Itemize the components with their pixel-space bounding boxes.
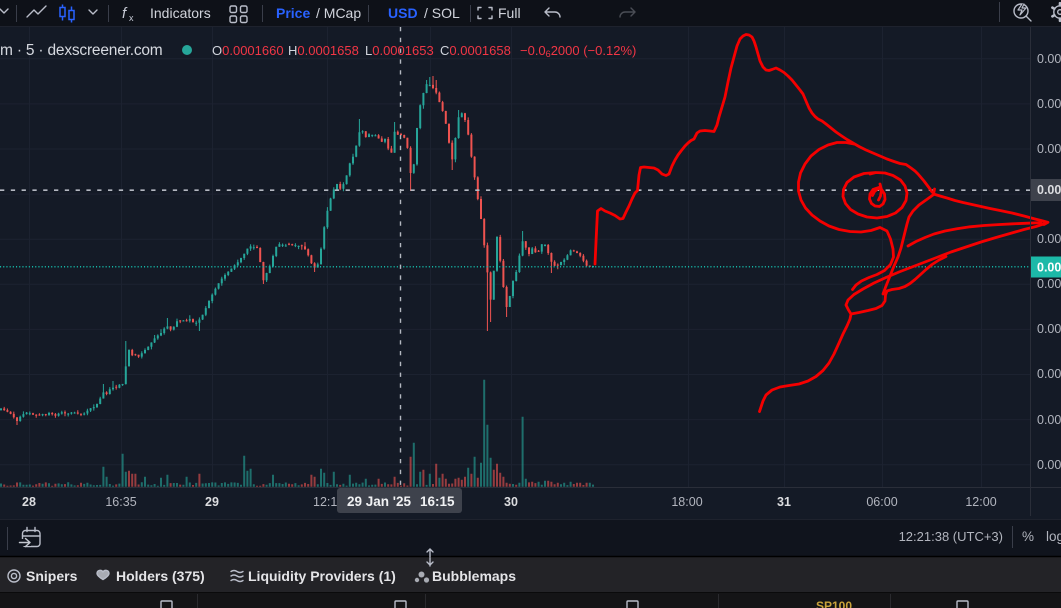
svg-text:0.000: 0.000 — [1037, 367, 1061, 381]
svg-text:0.000: 0.000 — [1037, 322, 1061, 336]
svg-text:/ SOL: / SOL — [424, 5, 460, 21]
svg-text:29 Jan '25: 29 Jan '25 — [347, 494, 411, 509]
svg-text:Bubblemaps: Bubblemaps — [432, 568, 516, 584]
svg-text:%: % — [1022, 529, 1034, 544]
svg-text:0.000: 0.000 — [1037, 52, 1061, 66]
svg-text:Indicators: Indicators — [150, 5, 211, 21]
svg-text:12:1: 12:1 — [313, 495, 337, 509]
svg-text:0.000: 0.000 — [1037, 142, 1061, 156]
svg-text:18:00: 18:00 — [671, 495, 702, 509]
svg-text:−0.062000 (−0.12%): −0.062000 (−0.12%) — [520, 43, 636, 59]
svg-text:06:00: 06:00 — [866, 495, 897, 509]
svg-text:29: 29 — [205, 495, 219, 509]
svg-text:0.000: 0.000 — [1037, 458, 1061, 472]
svg-text:0.000: 0.000 — [1037, 97, 1061, 111]
svg-text:28: 28 — [22, 495, 36, 509]
svg-text:30: 30 — [504, 495, 518, 509]
svg-text:USD: USD — [388, 5, 418, 21]
svg-text:0.000: 0.000 — [1037, 277, 1061, 291]
svg-text:16:15: 16:15 — [420, 494, 455, 509]
svg-text:31: 31 — [777, 495, 791, 509]
svg-text:0.00: 0.00 — [1037, 261, 1061, 275]
svg-text:m · 5 · dexscreener.com: m · 5 · dexscreener.com — [0, 42, 163, 59]
svg-text:Price: Price — [276, 5, 310, 21]
svg-text:Snipers: Snipers — [26, 568, 78, 584]
svg-text:0.000: 0.000 — [1037, 413, 1061, 427]
svg-text:0.000: 0.000 — [1037, 232, 1061, 246]
svg-text:12:00: 12:00 — [965, 495, 996, 509]
svg-text:Full: Full — [498, 5, 521, 21]
svg-text:0.00: 0.00 — [1037, 183, 1061, 197]
svg-text:H0.0001658: H0.0001658 — [288, 43, 359, 58]
svg-text:/ MCap: / MCap — [316, 5, 361, 21]
svg-text:Holders (375): Holders (375) — [116, 568, 205, 584]
svg-text:C0.0001658: C0.0001658 — [440, 43, 511, 58]
svg-text:x: x — [129, 13, 134, 23]
svg-text:Liquidity Providers (1): Liquidity Providers (1) — [248, 568, 396, 584]
svg-text:SP100: SP100 — [816, 599, 852, 608]
svg-text:log: log — [1046, 529, 1061, 544]
svg-text:12:21:38 (UTC+3): 12:21:38 (UTC+3) — [899, 529, 1003, 544]
svg-text:f: f — [122, 5, 128, 22]
svg-text:L0.0001653: L0.0001653 — [365, 43, 434, 58]
svg-text:O0.0001660: O0.0001660 — [212, 43, 284, 58]
svg-text:16:35: 16:35 — [105, 495, 136, 509]
